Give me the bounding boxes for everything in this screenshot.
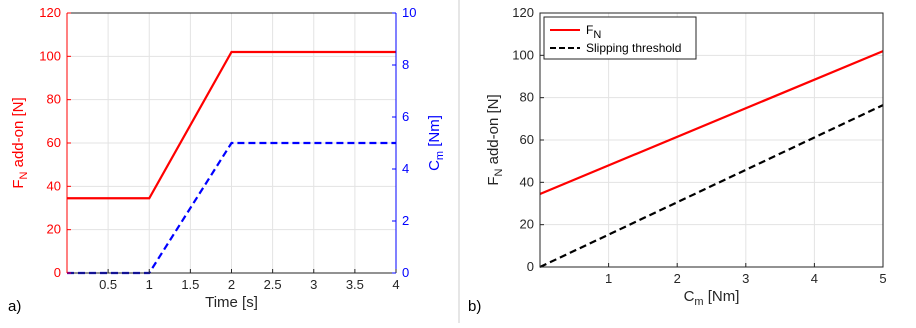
x-tick-label-a: 1: [146, 277, 153, 292]
x-tick-label-b: 3: [742, 271, 749, 286]
y-tick-label-b: 80: [520, 90, 534, 105]
chart-a-svg: 0.5 1 1.5 2 2.5 3 3.5 40204060801001200246810Ti…: [8, 5, 446, 315]
y-axis-label-b-sub: N: [493, 169, 505, 177]
y-right-label-group-a: Cm [Nm]: [426, 115, 446, 171]
y-axis-label-b-rest: add-on [N]: [485, 94, 502, 168]
x-tick-label-a: 3: [310, 277, 317, 292]
y-left-label-group-a: FN add-on [N]: [10, 97, 30, 188]
y-right-tick-label-a: 10: [402, 5, 416, 20]
panel-label-b: b): [468, 298, 481, 315]
y-left-axis-label-a: FN add-on [N]: [10, 97, 30, 188]
y-right-tick-label-a: 4: [402, 161, 409, 176]
y-right-tick-label-a: 2: [402, 213, 409, 228]
legend-label-b-main: Slipping threshold: [586, 41, 681, 55]
x-tick-label-a: 3.5: [346, 277, 364, 292]
y-right-tick-label-a: 8: [402, 57, 409, 72]
y-left-axis-label-a-rest: add-on [N]: [10, 97, 27, 171]
y-tick-label-b: 20: [520, 217, 534, 232]
panel-label-a: a): [8, 298, 21, 315]
y-tick-label-b: 100: [512, 47, 534, 62]
panel-divider: [458, 0, 460, 323]
y-tick-label-b: 120: [512, 5, 534, 20]
y-right-tick-label-a: 6: [402, 109, 409, 124]
y-left-tick-label-a: 80: [47, 92, 61, 107]
y-axis-label-b: FN add-on [N]: [485, 94, 505, 185]
y-tick-label-b: 60: [520, 132, 534, 147]
panel-b: 1 2 3 4 5 0 20 40 60 80 100 120 Cm [Nm] FN add-on [N]…: [460, 0, 916, 323]
panel-a: 0.5 1 1.5 2 2.5 3 3.5 4 0 20 40 60 80 100 120 0 2 4 6 8 10 Ti…: [0, 0, 458, 323]
legend-label-b: Slipping threshold: [586, 41, 681, 55]
y-axis-label-b-main: F: [485, 177, 502, 186]
x-tick-label-a: 4: [392, 277, 399, 292]
y-left-tick-label-a: 120: [39, 5, 61, 20]
y-left-tick-label-a: 20: [47, 222, 61, 237]
legend-label-b-main: F: [586, 23, 593, 37]
y-left-tick-label-a: 100: [39, 48, 61, 63]
y-right-axis-label-a: Cm [Nm]: [426, 115, 446, 171]
legend-label-b-sub: N: [593, 29, 601, 41]
y-left-axis-label-a-sub: N: [18, 172, 30, 180]
y-tick-label-b: 40: [520, 174, 534, 189]
legend-box-b: [543, 16, 697, 60]
y-right-axis-label-a-sub: m: [434, 151, 446, 160]
y-tick-label-b: 0: [527, 259, 534, 274]
series-fn-line-b: [539, 50, 884, 195]
x-axis-label-b-rest: [Nm]: [704, 288, 740, 305]
x-tick-label-a: 1.5: [181, 277, 199, 292]
x-tick-label-b: 4: [811, 271, 818, 286]
x-tick-label-b: 5: [879, 271, 886, 286]
x-tick-label-b: 2: [674, 271, 681, 286]
y-right-axis-label-a-rest: [Nm]: [426, 115, 443, 151]
y-left-tick-label-a: 0: [54, 265, 61, 280]
x-axis-label-b-main: C: [684, 288, 695, 305]
legend-label-b: FN: [586, 23, 601, 41]
y-right-tick-label-a: 0: [402, 265, 409, 280]
y-left-axis-label-a-main: F: [10, 180, 27, 189]
y-left-tick-label-a: 40: [47, 178, 61, 193]
y-left-tick-label-a: 60: [47, 135, 61, 150]
x-tick-label-a: 0.5: [99, 277, 117, 292]
x-axis-label-a: Time [s]: [205, 294, 258, 311]
x-tick-label-a: 2: [228, 277, 235, 292]
x-tick-label-a: 2.5: [264, 277, 282, 292]
y-right-axis-label-a-main: C: [426, 160, 443, 171]
series-cm-line-a: [67, 141, 396, 275]
y-label-group-b: FN add-on [N]: [485, 94, 505, 185]
x-axis-label-b-sub: m: [694, 296, 703, 308]
x-tick-label-b: 1: [605, 271, 612, 286]
series-slipping-threshold-line-b: [539, 104, 884, 268]
series-fn-line-a: [67, 50, 396, 200]
x-axis-label-b: Cm [Nm]: [684, 288, 740, 308]
